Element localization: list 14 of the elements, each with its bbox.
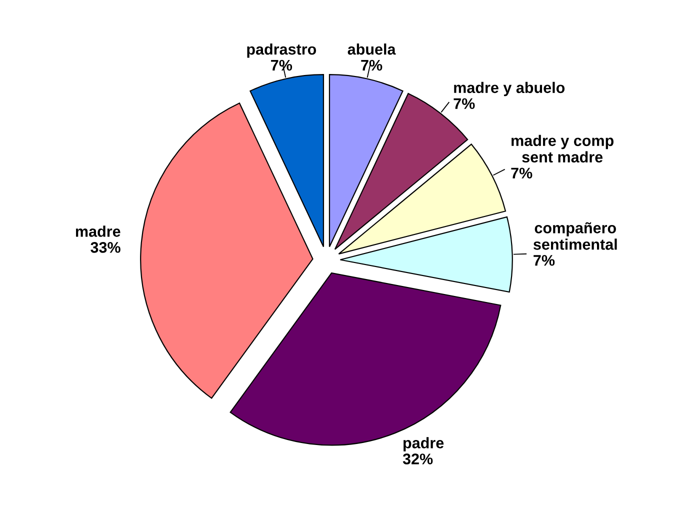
data-label: 7% (511, 168, 532, 178)
slice-label: madre y comp sent madre (512, 134, 614, 163)
slice-label: padre (404, 437, 444, 452)
slice-label: compañero sentimental (533, 222, 617, 250)
slice-label: madre (76, 226, 120, 237)
slice-label: abuela (348, 43, 396, 55)
data-label: 7% (534, 255, 555, 266)
slice-label: padrastro (247, 43, 316, 58)
data-label: 7% (361, 60, 382, 71)
data-label: 7% (271, 60, 292, 71)
data-label: 32% (402, 454, 433, 464)
data-label: 33% (90, 242, 120, 253)
slice-label: madre y abuelo (454, 82, 565, 96)
data-label: 7% (454, 98, 475, 110)
